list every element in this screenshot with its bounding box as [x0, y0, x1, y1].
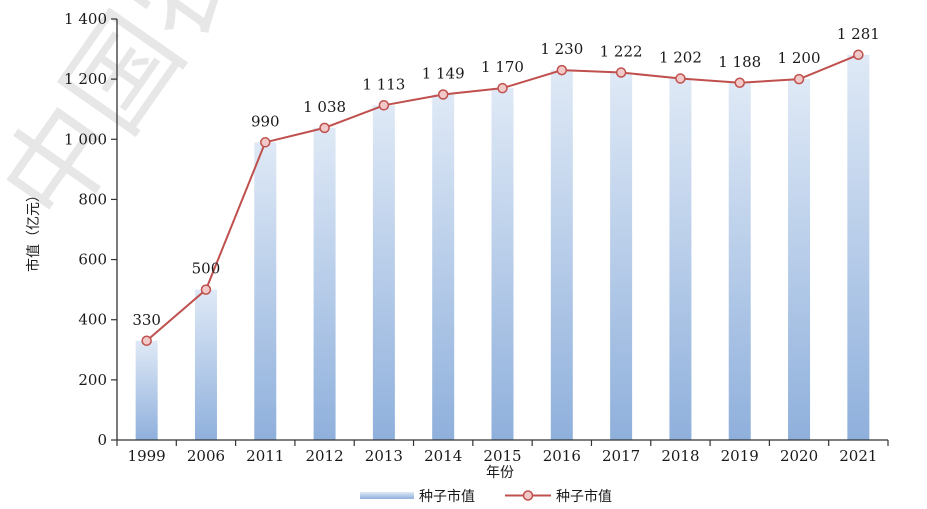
bar — [432, 94, 455, 441]
x-tick-label: 2013 — [365, 447, 403, 465]
y-tick-label: 800 — [78, 190, 107, 208]
x-tick-label: 2016 — [543, 447, 581, 465]
line-point — [675, 73, 686, 84]
bar — [669, 78, 692, 440]
x-tick-label: 2012 — [305, 447, 343, 465]
bar — [254, 142, 277, 441]
x-tick-label: 2019 — [721, 447, 759, 465]
line-point — [437, 89, 449, 100]
bar — [491, 88, 514, 441]
data-label: 330 — [132, 311, 161, 329]
x-axis-title: 年份 — [486, 465, 514, 481]
x-ticks: 1999 2006 2011 2012 2013 2014 2015 2016 2017 2018… — [116, 440, 889, 465]
data-label: 1 230 — [540, 40, 583, 58]
y-tick-label: 1 400 — [64, 10, 107, 28]
x-tick-label: 2006 — [187, 447, 225, 465]
bar — [728, 82, 751, 440]
x-tick-label: 1999 — [128, 447, 166, 465]
bar — [550, 70, 573, 440]
y-tick-label: 1 000 — [64, 130, 107, 148]
bar — [788, 79, 811, 441]
x-tick-label: 2017 — [602, 447, 640, 465]
bar — [610, 72, 633, 440]
line-point — [378, 100, 390, 111]
legend: 种子市值 种子市值 — [360, 488, 612, 505]
line-series — [141, 49, 864, 347]
data-labels: 330 500 990 1 038 1 113 1 149 1 170 1 230 1 222 1… — [132, 25, 879, 329]
data-label: 1 222 — [600, 43, 643, 61]
y-axis-title: 市值（亿元） — [25, 188, 42, 272]
y-tick-label: 600 — [78, 251, 107, 269]
y-tick-label: 1 200 — [64, 70, 107, 88]
data-label: 1 170 — [481, 58, 524, 76]
y-tick-label: 0 — [97, 431, 107, 449]
line-point — [793, 73, 805, 85]
x-tick-label: 2011 — [246, 447, 284, 465]
bar — [194, 289, 217, 440]
data-label: 990 — [251, 112, 280, 130]
x-tick-label: 2014 — [424, 447, 462, 465]
x-tick-label: 2018 — [661, 447, 699, 465]
y-ticks: 0 200 400 600 800 1 000 1 200 1 400 — [64, 10, 117, 449]
bar — [135, 340, 158, 440]
data-label: 1 202 — [659, 49, 702, 67]
bar-series — [135, 54, 870, 441]
bar — [313, 127, 336, 440]
data-label: 500 — [192, 260, 221, 278]
x-tick-label: 2021 — [839, 447, 877, 465]
data-label: 1 149 — [422, 64, 465, 82]
data-label: 1 188 — [718, 53, 761, 71]
legend-bar-swatch — [360, 492, 414, 499]
data-label: 1 113 — [362, 75, 405, 93]
line-point — [200, 284, 212, 295]
line-point — [615, 67, 627, 78]
bar — [847, 54, 870, 440]
line-point — [260, 137, 271, 148]
line-point — [497, 82, 508, 94]
legend-line-label: 种子市值 — [556, 488, 612, 505]
line-point — [141, 335, 152, 347]
x-tick-label: 2015 — [483, 447, 521, 465]
line-point — [853, 49, 864, 61]
x-tick-label: 2020 — [780, 447, 818, 465]
line-point — [734, 77, 745, 89]
legend-bar-label: 种子市值 — [419, 488, 475, 505]
y-tick-label: 400 — [78, 311, 107, 329]
data-label: 1 038 — [303, 98, 346, 116]
data-label: 1 281 — [837, 25, 880, 43]
line-point — [556, 64, 568, 76]
y-tick-label: 200 — [78, 371, 107, 389]
data-label: 1 200 — [778, 49, 821, 67]
line-point — [319, 122, 330, 134]
legend-line-marker — [522, 490, 534, 501]
bar — [372, 105, 395, 441]
